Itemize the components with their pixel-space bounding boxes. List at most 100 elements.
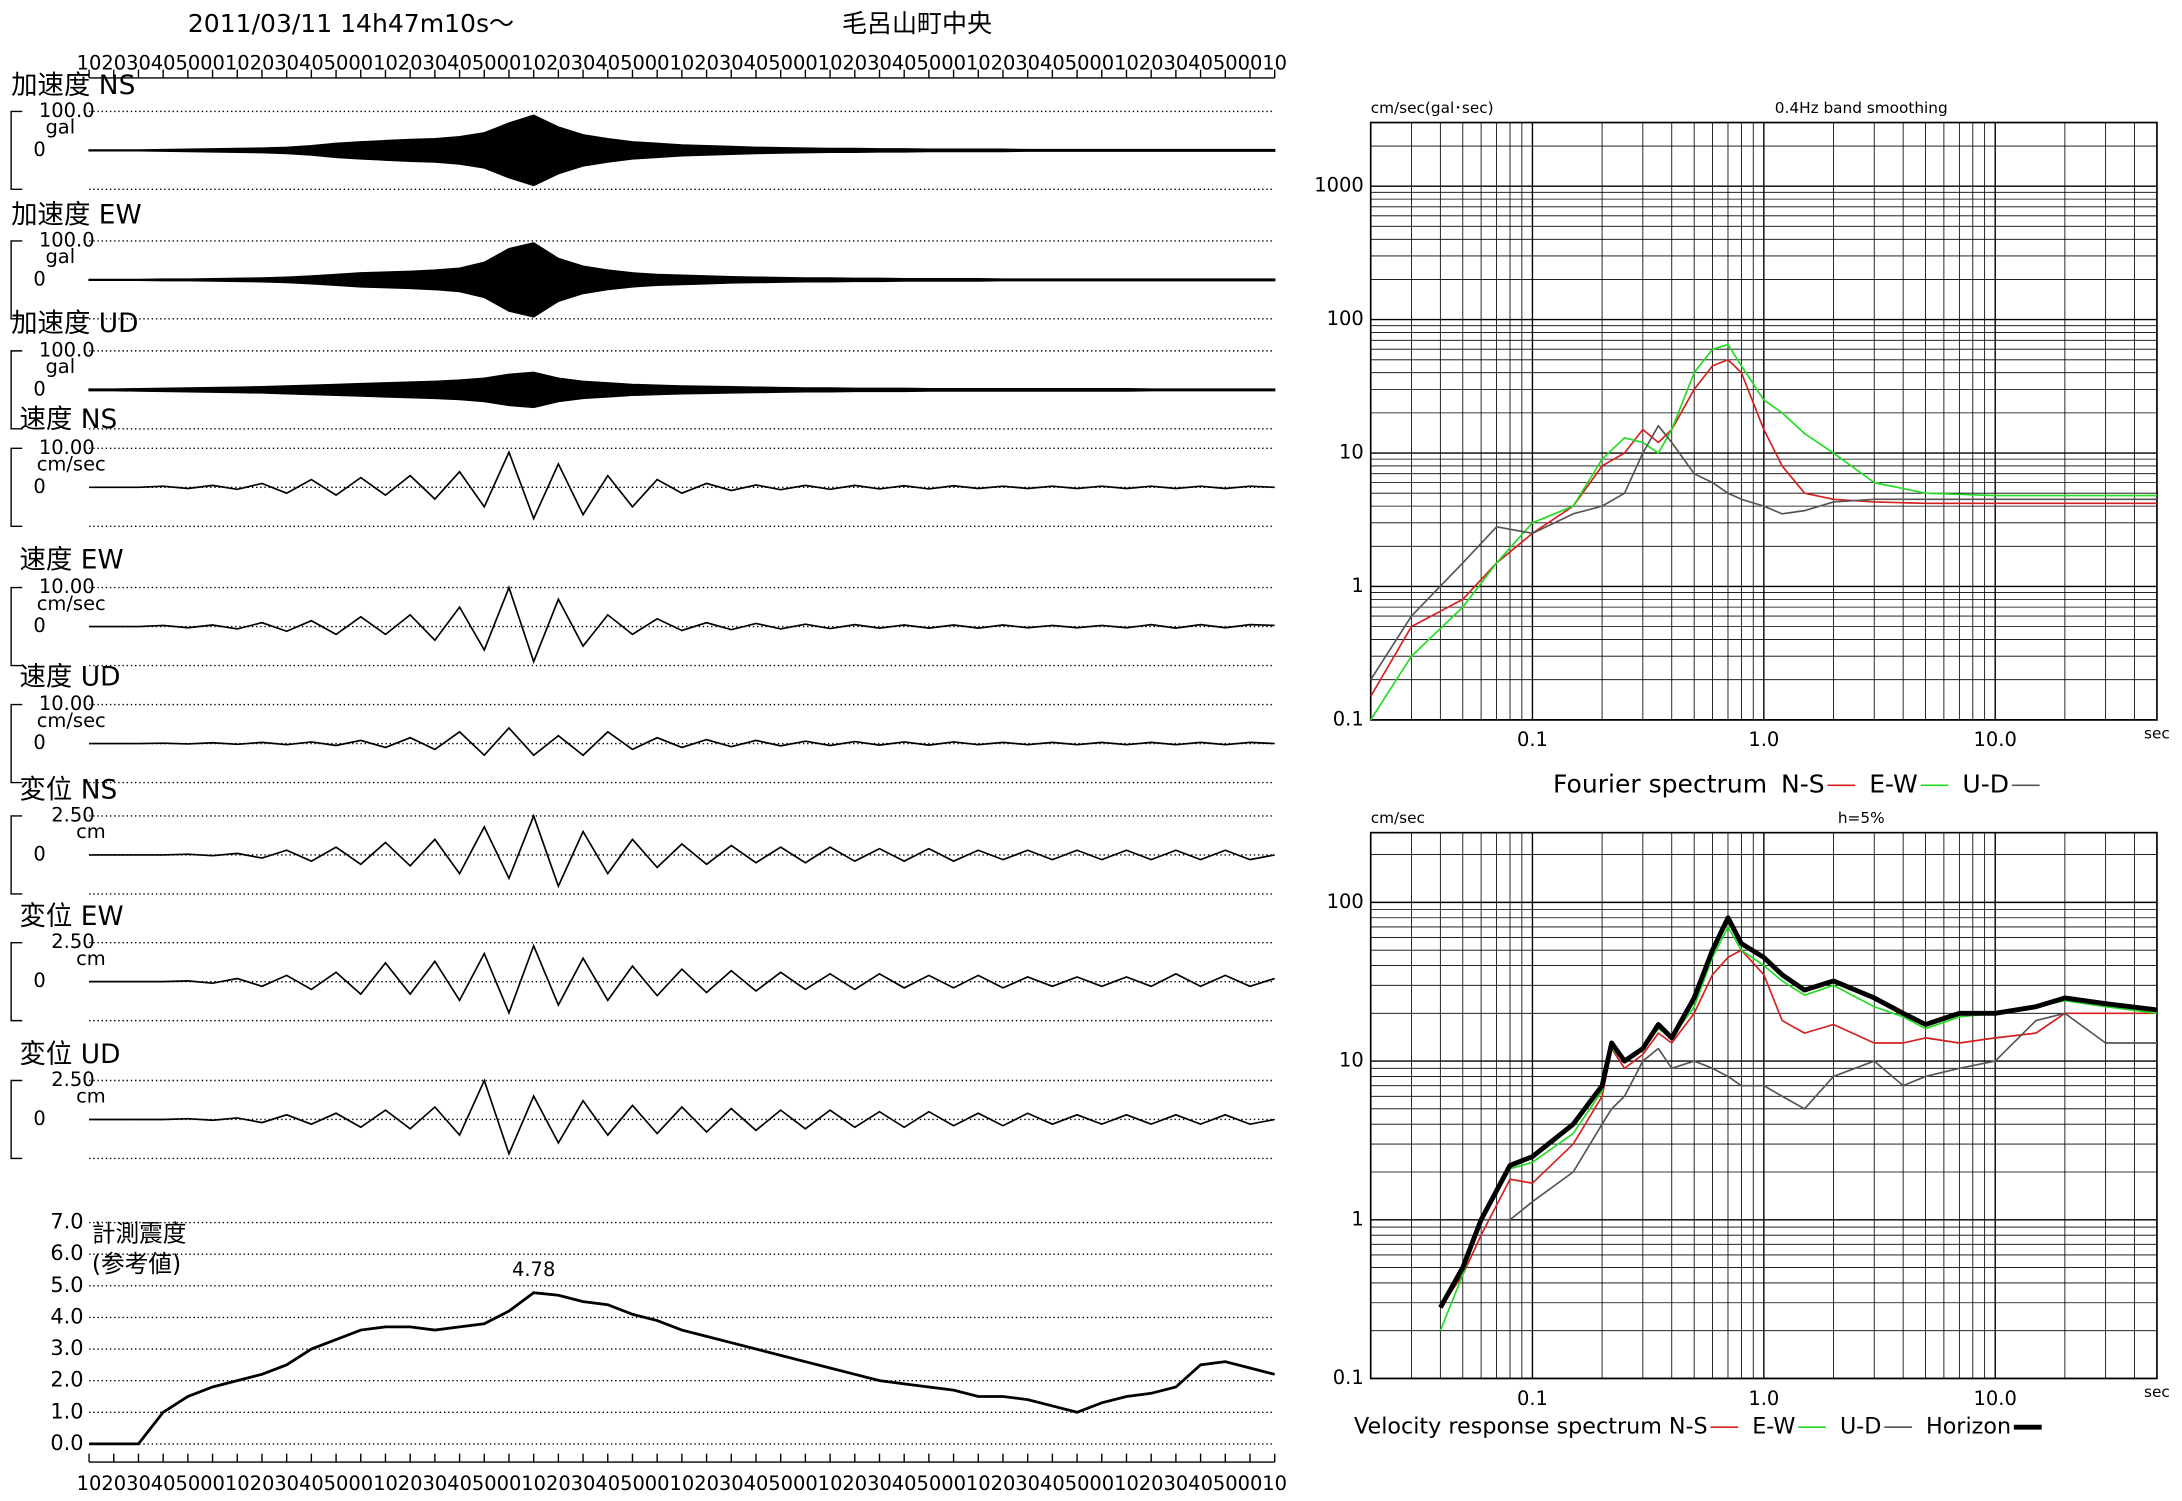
time-label: 50 bbox=[324, 52, 349, 75]
time-label: 30 bbox=[126, 1472, 151, 1495]
time-label: 40 bbox=[892, 52, 917, 75]
spectrum-line bbox=[1438, 915, 2158, 1309]
trace-title: 速度 UD bbox=[19, 662, 120, 693]
time-label: 50 bbox=[620, 52, 645, 75]
time-label: 40 bbox=[1040, 1472, 1065, 1495]
y-tick-label: 1 bbox=[1351, 1207, 1363, 1230]
time-label: 20 bbox=[991, 52, 1016, 75]
x-tick-label: 0.1 bbox=[1517, 728, 1548, 751]
trace-tick-label: 0 bbox=[33, 267, 45, 290]
intensity-tick-label: 0.0 bbox=[50, 1431, 83, 1455]
trace-title: 変位 UD bbox=[19, 1039, 120, 1070]
time-label: 10 bbox=[521, 52, 546, 75]
time-label: 00 bbox=[200, 52, 225, 75]
trace-tick-label: 100.0 bbox=[39, 338, 95, 361]
time-label: 00 bbox=[941, 52, 966, 75]
time-label: 30 bbox=[867, 52, 892, 75]
time-label: 10 bbox=[373, 52, 398, 75]
time-label: 20 bbox=[546, 52, 571, 75]
x-unit: sec bbox=[2144, 1383, 2170, 1401]
trace-frame bbox=[10, 1079, 23, 1160]
waveform bbox=[89, 450, 1275, 521]
trace-tick-label: 0 bbox=[33, 969, 45, 992]
y-tick-label: 10 bbox=[1339, 1049, 1364, 1072]
acceleration-envelope bbox=[88, 114, 1276, 187]
legend-label: E-W bbox=[1869, 769, 1918, 798]
intensity-tick-label: 5.0 bbox=[50, 1273, 83, 1297]
spectrum-line bbox=[1370, 343, 2157, 721]
legend-label: N-S bbox=[1781, 769, 1825, 798]
intensity-subtitle: (参考値) bbox=[92, 1250, 181, 1278]
trace-unit: gal bbox=[45, 245, 75, 268]
trace-tick-label: 2.50 bbox=[51, 803, 94, 826]
y-tick-label: 10 bbox=[1339, 441, 1364, 464]
time-label: 10 bbox=[225, 1472, 250, 1495]
time-label: 20 bbox=[398, 1472, 423, 1495]
y-unit: cm/sec bbox=[1371, 809, 1425, 827]
time-label: 10 bbox=[966, 1472, 991, 1495]
trace-unit: gal bbox=[45, 355, 75, 378]
x-tick-label: 1.0 bbox=[1748, 1387, 1779, 1410]
time-label: 50 bbox=[916, 1472, 941, 1495]
time-label: 00 bbox=[1238, 52, 1263, 75]
trace-tick-label: 0 bbox=[33, 475, 45, 498]
time-label: 40 bbox=[299, 1472, 324, 1495]
waveform bbox=[89, 585, 1275, 665]
trace-unit: cm/sec bbox=[37, 709, 106, 732]
time-label: 10 bbox=[225, 52, 250, 75]
acceleration-envelope bbox=[88, 371, 1276, 409]
datetime: 2011/03/11 14h47m10s～ bbox=[188, 9, 514, 38]
spectrum-line bbox=[1369, 358, 2157, 697]
y-tick-label: 0.1 bbox=[1333, 1366, 1364, 1389]
legend-label: U-D bbox=[1840, 1414, 1881, 1440]
trace-unit: cm bbox=[76, 820, 106, 843]
intensity-tick-label: 6.0 bbox=[50, 1241, 83, 1265]
time-label: 20 bbox=[398, 52, 423, 75]
time-label: 10 bbox=[77, 52, 102, 75]
trace-frame bbox=[10, 447, 23, 528]
time-label: 10 bbox=[1262, 52, 1287, 75]
time-label: 50 bbox=[175, 1472, 200, 1495]
time-label: 30 bbox=[126, 52, 151, 75]
trace-title: 変位 NS bbox=[19, 774, 117, 805]
time-label: 40 bbox=[1040, 52, 1065, 75]
time-label: 10 bbox=[77, 1472, 102, 1495]
trace-unit: gal bbox=[45, 116, 75, 139]
trace-unit: cm bbox=[76, 947, 106, 970]
trace-tick-label: 0 bbox=[33, 731, 45, 754]
time-label: 30 bbox=[1163, 52, 1188, 75]
spectrum-line bbox=[1481, 1012, 2157, 1221]
intensity-tick-label: 4.0 bbox=[50, 1304, 83, 1328]
time-label: 20 bbox=[694, 52, 719, 75]
legend-label: U-D bbox=[1962, 769, 2009, 798]
time-label: 50 bbox=[175, 52, 200, 75]
plot-frame bbox=[1369, 121, 2158, 721]
trace-tick-label: 0 bbox=[33, 1107, 45, 1130]
trace-title: 変位 EW bbox=[19, 901, 123, 932]
trace-frame bbox=[10, 586, 23, 667]
time-label: 30 bbox=[1163, 1472, 1188, 1495]
time-label: 30 bbox=[571, 1472, 596, 1495]
legend-label: E-W bbox=[1752, 1414, 1795, 1440]
time-label: 20 bbox=[842, 52, 867, 75]
y-tick-label: 100 bbox=[1327, 307, 1364, 330]
peak-label: 4.78 bbox=[512, 1258, 555, 1281]
trace-tick-label: 0 bbox=[33, 138, 45, 161]
time-label: 00 bbox=[1089, 52, 1114, 75]
time-label: 50 bbox=[472, 1472, 497, 1495]
chart-subtitle: 0.4Hz band smoothing bbox=[1775, 99, 1948, 117]
trace-tick-label: 10.00 bbox=[39, 575, 95, 598]
plot-frame bbox=[1369, 831, 2158, 1380]
time-label: 30 bbox=[422, 52, 447, 75]
x-unit: sec bbox=[2144, 724, 2170, 742]
time-label: 30 bbox=[719, 1472, 744, 1495]
time-label: 40 bbox=[595, 52, 620, 75]
intensity-tick-label: 1.0 bbox=[50, 1399, 83, 1423]
time-label: 00 bbox=[941, 1472, 966, 1495]
trace-tick-label: 0 bbox=[33, 377, 45, 400]
trace-tick-label: 2.50 bbox=[51, 930, 94, 953]
time-label: 10 bbox=[1262, 1472, 1287, 1495]
time-label: 30 bbox=[274, 1472, 299, 1495]
trace-frame bbox=[10, 350, 23, 430]
intensity-line bbox=[89, 1291, 1276, 1446]
